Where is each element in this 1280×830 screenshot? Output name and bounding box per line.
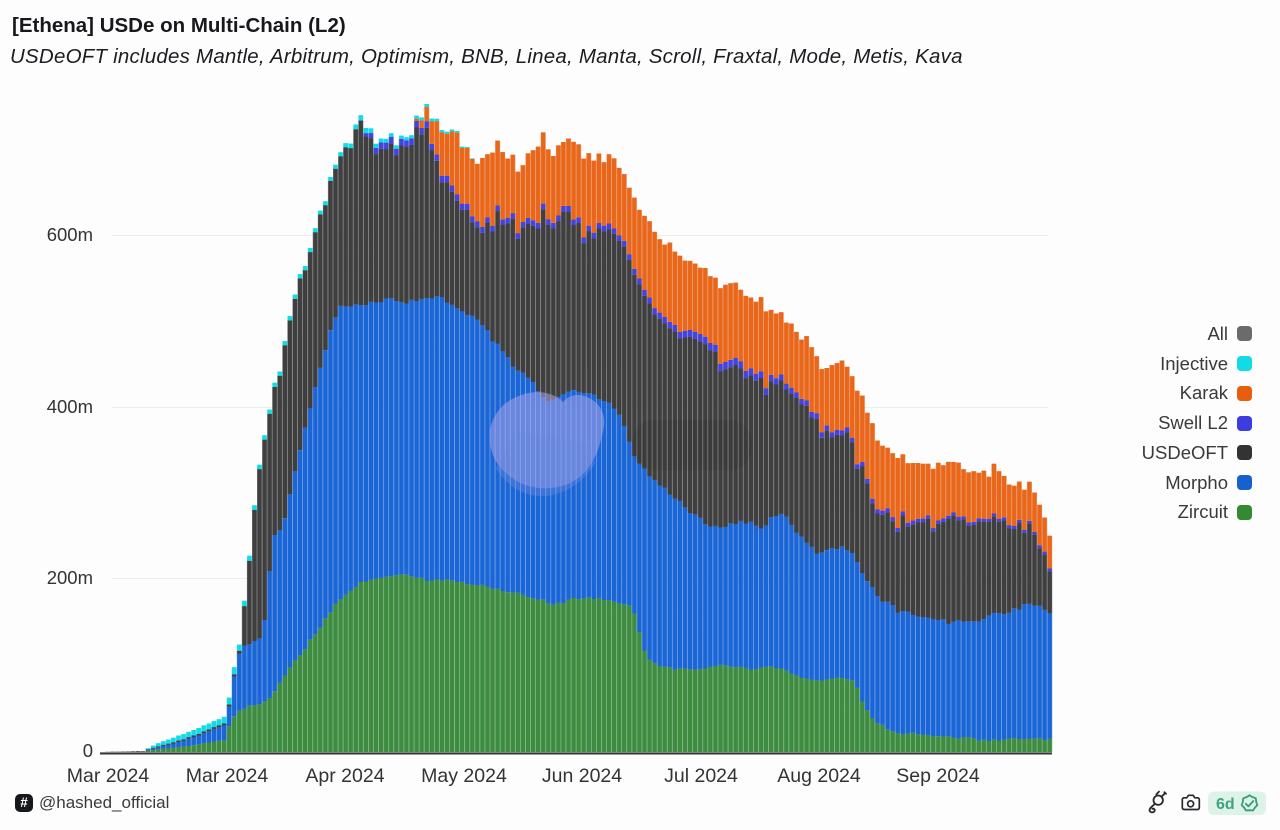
svg-text:6d: 6d (1216, 796, 1235, 813)
